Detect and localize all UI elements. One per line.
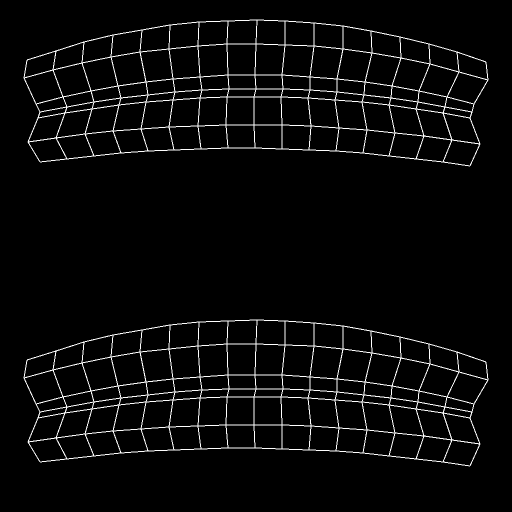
upper-mesh-column-edge-4 xyxy=(139,29,149,152)
upper-mesh-edge-loop-6 xyxy=(39,147,471,167)
lower-mesh-column-edge-12 xyxy=(361,330,373,454)
lower-mesh-right-cap xyxy=(469,361,489,467)
lower-mesh-column-edge-2 xyxy=(81,341,95,457)
upper-mesh-edge-loop-3 xyxy=(39,88,473,113)
lower-mesh-column-edge-4 xyxy=(139,329,149,452)
upper-mesh-left-cap xyxy=(23,59,41,163)
upper-mesh-column-edge-13 xyxy=(388,36,402,157)
upper-mesh-column-edge-7 xyxy=(225,20,230,149)
upper-mesh-right-cap xyxy=(469,61,489,167)
lower-mesh-column-edge-14 xyxy=(415,343,431,460)
lower-mesh-left-cap xyxy=(23,359,41,463)
lower-mesh-column-edge-8 xyxy=(253,319,258,449)
upper-mesh-column-edge-2 xyxy=(81,41,95,157)
lower-mesh-column-edge-1 xyxy=(52,350,68,460)
lower-mesh-column-edge-5 xyxy=(168,324,176,451)
lower-mesh-column-edge-15 xyxy=(442,351,460,463)
lower-mesh-column-edge-3 xyxy=(110,334,122,454)
upper-mesh-column-edge-10 xyxy=(307,23,315,151)
upper-mesh-column-edge-15 xyxy=(442,51,460,163)
upper-curved-band-mesh xyxy=(23,19,489,167)
upper-mesh-column-edge-14 xyxy=(415,43,431,160)
upper-mesh-column-edge-9 xyxy=(280,21,286,149)
lower-mesh-column-edge-11 xyxy=(334,326,344,452)
upper-mesh-column-edge-8 xyxy=(253,19,258,149)
lower-mesh-edge-loop-6 xyxy=(39,447,471,467)
upper-mesh-column-edge-11 xyxy=(334,26,344,152)
upper-mesh-column-edge-3 xyxy=(110,34,122,154)
upper-mesh-column-edge-1 xyxy=(52,50,68,160)
lower-mesh-column-edge-6 xyxy=(197,321,203,450)
lower-mesh-edge-loop-3 xyxy=(39,388,473,413)
upper-mesh-column-edge-6 xyxy=(197,21,203,150)
lower-mesh-column-edge-13 xyxy=(388,336,402,457)
lower-curved-band-mesh xyxy=(23,319,489,467)
lower-mesh-column-edge-9 xyxy=(280,321,286,449)
upper-mesh-column-edge-12 xyxy=(361,30,373,154)
lower-mesh-column-edge-7 xyxy=(225,320,230,449)
lower-mesh-column-edge-10 xyxy=(307,323,315,451)
upper-mesh-column-edge-5 xyxy=(168,24,176,151)
